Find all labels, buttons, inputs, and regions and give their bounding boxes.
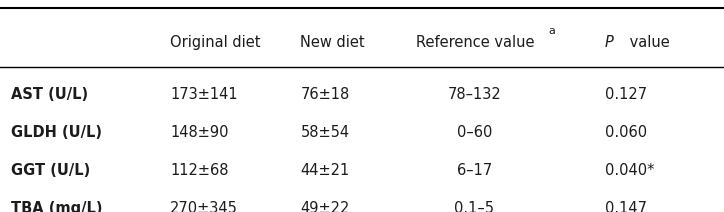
Text: GGT (U/L): GGT (U/L) bbox=[11, 163, 90, 178]
Text: 148±90: 148±90 bbox=[170, 125, 229, 140]
Text: 76±18: 76±18 bbox=[300, 87, 350, 102]
Text: 112±68: 112±68 bbox=[170, 163, 229, 178]
Text: 0.1–5: 0.1–5 bbox=[454, 201, 494, 212]
Text: 173±141: 173±141 bbox=[170, 87, 237, 102]
Text: 6–17: 6–17 bbox=[457, 163, 492, 178]
Text: 78–132: 78–132 bbox=[447, 87, 501, 102]
Text: Reference value: Reference value bbox=[416, 35, 535, 50]
Text: a: a bbox=[548, 26, 555, 36]
Text: New diet: New diet bbox=[300, 35, 365, 50]
Text: AST (U/L): AST (U/L) bbox=[11, 87, 88, 102]
Text: 0.127: 0.127 bbox=[605, 87, 647, 102]
Text: 44±21: 44±21 bbox=[300, 163, 350, 178]
Text: 49±22: 49±22 bbox=[300, 201, 350, 212]
Text: 0.060: 0.060 bbox=[605, 125, 647, 140]
Text: 58±54: 58±54 bbox=[300, 125, 350, 140]
Text: P: P bbox=[605, 35, 613, 50]
Text: TBA (mg/L): TBA (mg/L) bbox=[11, 201, 102, 212]
Text: GLDH (U/L): GLDH (U/L) bbox=[11, 125, 102, 140]
Text: 270±345: 270±345 bbox=[170, 201, 238, 212]
Text: value: value bbox=[625, 35, 670, 50]
Text: 0.040*: 0.040* bbox=[605, 163, 654, 178]
Text: 0–60: 0–60 bbox=[457, 125, 492, 140]
Text: Original diet: Original diet bbox=[170, 35, 261, 50]
Text: 0.147: 0.147 bbox=[605, 201, 647, 212]
